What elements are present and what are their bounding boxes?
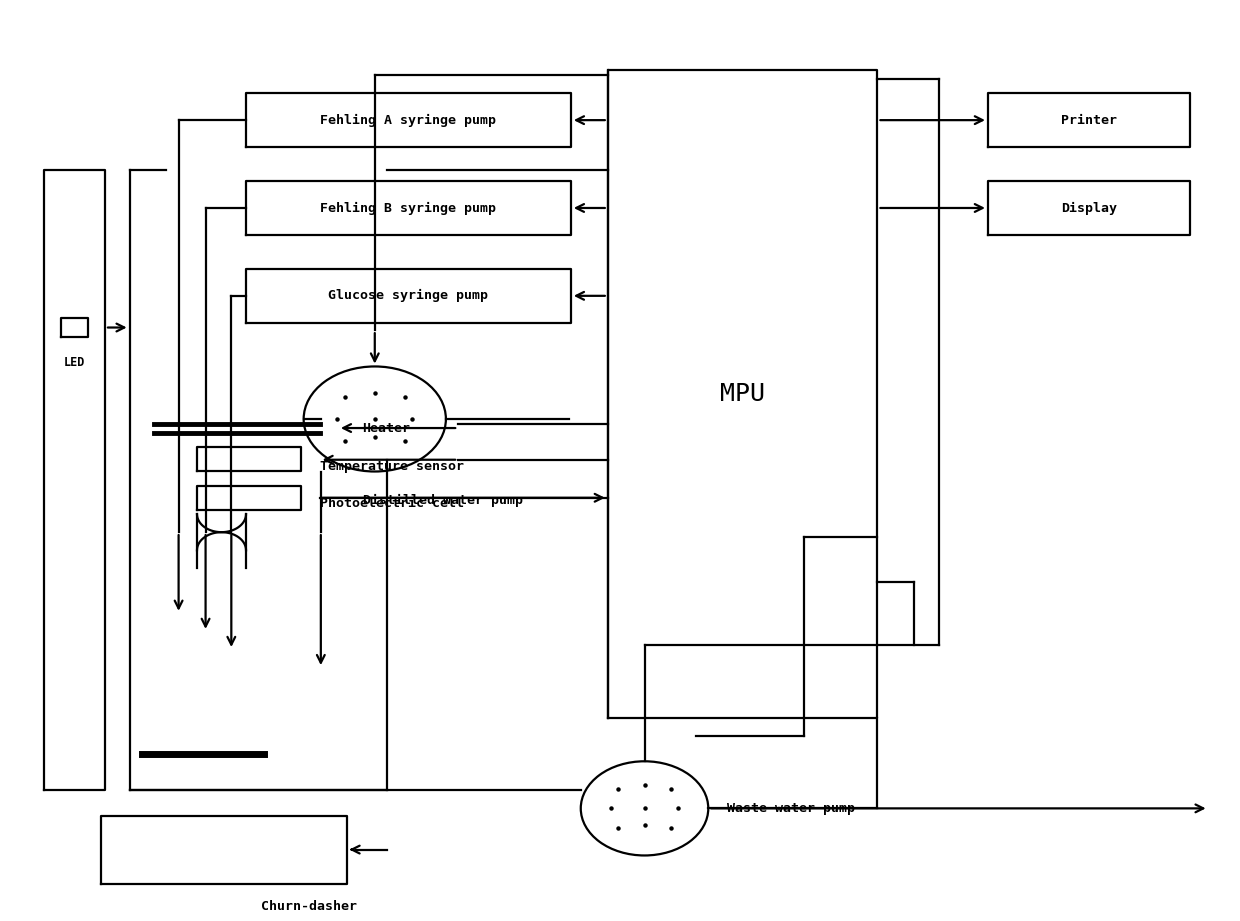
Text: Glucose syringe pump: Glucose syringe pump: [329, 289, 489, 302]
Text: LED: LED: [63, 356, 86, 368]
Text: Fehling A syringe pump: Fehling A syringe pump: [320, 113, 496, 127]
Text: Distilled water pump: Distilled water pump: [362, 495, 522, 507]
Text: Display: Display: [1061, 202, 1117, 215]
Text: MPU: MPU: [720, 382, 765, 406]
Text: Heater: Heater: [362, 422, 410, 435]
Text: Fehling B syringe pump: Fehling B syringe pump: [320, 202, 496, 215]
Text: Waste water pump: Waste water pump: [727, 802, 854, 815]
Text: Photoelectric cell: Photoelectric cell: [320, 496, 464, 509]
Text: Printer: Printer: [1061, 113, 1117, 127]
Text: Temperature sensor: Temperature sensor: [320, 460, 464, 472]
Text: Churn-dasher: Churn-dasher: [260, 900, 357, 913]
